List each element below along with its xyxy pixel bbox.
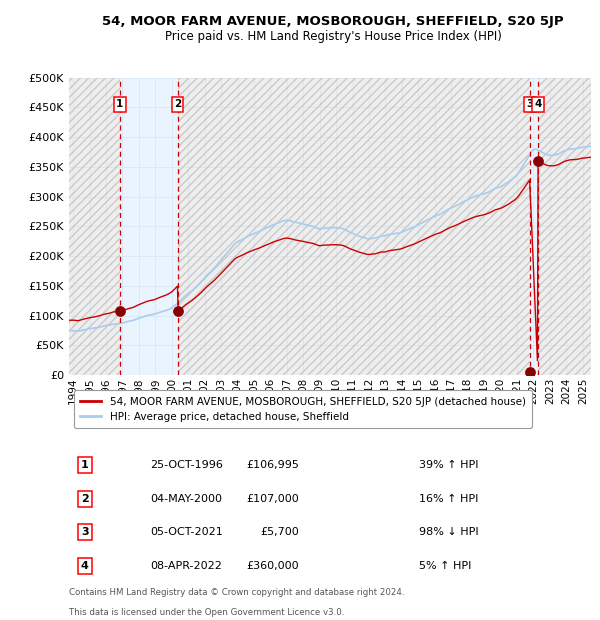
- Text: 54, MOOR FARM AVENUE, MOSBOROUGH, SHEFFIELD, S20 5JP: 54, MOOR FARM AVENUE, MOSBOROUGH, SHEFFI…: [102, 16, 564, 29]
- Text: This data is licensed under the Open Government Licence v3.0.: This data is licensed under the Open Gov…: [69, 608, 344, 617]
- Text: £107,000: £107,000: [246, 494, 299, 504]
- Point: [173, 306, 182, 316]
- Text: 4: 4: [81, 560, 89, 571]
- Text: 2: 2: [174, 99, 181, 109]
- Bar: [538, 78, 591, 375]
- Text: Contains HM Land Registry data © Crown copyright and database right 2024.: Contains HM Land Registry data © Crown c…: [69, 588, 404, 597]
- Text: 04-MAY-2000: 04-MAY-2000: [150, 494, 222, 504]
- Text: £106,995: £106,995: [246, 460, 299, 471]
- Text: £5,700: £5,700: [260, 527, 299, 538]
- Text: 05-OCT-2021: 05-OCT-2021: [150, 527, 223, 538]
- Text: 2: 2: [81, 494, 89, 504]
- Point: [533, 156, 542, 166]
- Text: 1: 1: [81, 460, 89, 471]
- Text: 08-APR-2022: 08-APR-2022: [150, 560, 222, 571]
- Legend: 54, MOOR FARM AVENUE, MOSBOROUGH, SHEFFIELD, S20 5JP (detached house), HPI: Aver: 54, MOOR FARM AVENUE, MOSBOROUGH, SHEFFI…: [74, 391, 532, 428]
- Text: 39% ↑ HPI: 39% ↑ HPI: [419, 460, 478, 471]
- Text: 1: 1: [116, 99, 123, 109]
- Bar: [119, 78, 178, 375]
- Bar: [178, 78, 530, 375]
- Bar: [530, 78, 538, 375]
- Text: 3: 3: [81, 527, 88, 538]
- Text: 16% ↑ HPI: 16% ↑ HPI: [419, 494, 478, 504]
- Bar: [69, 78, 119, 375]
- Text: 3: 3: [526, 99, 533, 109]
- Text: 4: 4: [534, 99, 542, 109]
- Text: Price paid vs. HM Land Registry's House Price Index (HPI): Price paid vs. HM Land Registry's House …: [164, 30, 502, 43]
- Point: [525, 367, 535, 377]
- Text: 25-OCT-1996: 25-OCT-1996: [150, 460, 223, 471]
- Text: 98% ↓ HPI: 98% ↓ HPI: [419, 527, 478, 538]
- Point: [115, 306, 124, 316]
- Text: 5% ↑ HPI: 5% ↑ HPI: [419, 560, 471, 571]
- Text: £360,000: £360,000: [246, 560, 299, 571]
